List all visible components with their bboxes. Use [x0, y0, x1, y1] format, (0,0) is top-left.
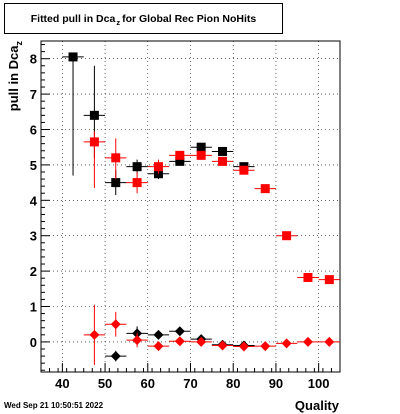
- y-axis-title: pull in Dcaz: [6, 41, 24, 112]
- y-tick-label: 8: [30, 52, 37, 67]
- data-point: [126, 333, 148, 348]
- data-point: [105, 311, 127, 337]
- square-marker: [303, 272, 313, 282]
- x-axis-title: Quality: [295, 398, 340, 413]
- y-tick-label: 1: [30, 300, 37, 315]
- series-1: [83, 131, 340, 285]
- square-marker: [153, 162, 163, 172]
- square-marker: [175, 156, 185, 166]
- square-marker: [324, 275, 334, 285]
- diamond-marker: [281, 338, 292, 349]
- diamond-marker: [110, 351, 121, 362]
- data-point: [169, 336, 191, 347]
- y-tick-label: 5: [30, 158, 37, 173]
- data-point: [211, 156, 234, 166]
- data-point: [318, 275, 340, 285]
- y-tick-label: 0: [30, 335, 37, 350]
- diamond-marker: [174, 326, 185, 337]
- diamond-marker: [260, 341, 271, 352]
- data-point: [318, 336, 340, 347]
- y-axis-title-subscript: z: [14, 41, 24, 46]
- chart-title-prefix: Fitted pull in Dca: [30, 13, 116, 25]
- series-3: [83, 304, 340, 365]
- square-marker: [218, 156, 228, 166]
- data-point: [233, 341, 255, 352]
- y-axis-title-main: pull in Dca: [6, 45, 21, 112]
- data-point: [83, 131, 106, 188]
- data-point: [190, 150, 212, 160]
- data-point: [190, 336, 212, 347]
- diamond-marker: [324, 336, 335, 347]
- data-point: [254, 341, 276, 352]
- diamond-marker: [153, 329, 164, 340]
- square-marker: [196, 150, 206, 160]
- x-tick-label: 80: [226, 376, 240, 391]
- plot-frame: [40, 40, 341, 373]
- data-point: [233, 165, 255, 175]
- data-point: [275, 338, 298, 349]
- diamond-marker: [89, 329, 100, 340]
- data-point: [190, 142, 212, 152]
- square-marker: [89, 110, 99, 120]
- data-point: [147, 329, 170, 340]
- y-tick-label: 7: [30, 87, 37, 102]
- x-tick-label: 40: [55, 376, 69, 391]
- square-marker: [218, 146, 228, 156]
- y-tick-label: 4: [30, 193, 38, 208]
- y-tick-label: 3: [30, 229, 37, 244]
- x-tick-label: 50: [98, 376, 112, 391]
- data-point: [275, 231, 298, 241]
- square-marker: [132, 178, 142, 188]
- y-tick-label: 2: [30, 264, 37, 279]
- diamond-marker: [110, 319, 121, 330]
- diamond-marker: [217, 340, 228, 351]
- x-tick-label: 100: [308, 376, 330, 391]
- chart-title-box: Fitted pull in Dcaz for Global Rec Pion N…: [4, 3, 283, 34]
- square-marker: [132, 162, 142, 172]
- chart-title-subscript: z: [116, 18, 121, 27]
- grid-layer: [41, 41, 340, 372]
- data-point: [147, 159, 170, 174]
- diamond-marker: [174, 336, 185, 347]
- data-point: [211, 146, 234, 156]
- x-tick-label: 60: [141, 376, 155, 391]
- data-point: [126, 159, 148, 174]
- chart-title: Fitted pull in Dcaz for Global Rec Pion N…: [5, 13, 282, 27]
- data-point: [297, 336, 319, 347]
- y-tick-label: 6: [30, 123, 37, 138]
- chart-title-suffix: for Global Rec Pion NoHits: [122, 13, 257, 25]
- timestamp: Wed Sep 21 10:50:51 2022: [4, 401, 104, 410]
- data-point: [169, 326, 191, 337]
- square-marker: [89, 137, 99, 147]
- x-tick-label: 70: [183, 376, 197, 391]
- square-marker: [282, 231, 292, 241]
- data-point: [62, 52, 84, 176]
- data-point: [211, 340, 234, 351]
- data-point: [105, 350, 127, 362]
- square-marker: [175, 150, 185, 160]
- square-marker: [260, 184, 270, 194]
- data-point: [147, 341, 170, 352]
- square-marker: [239, 165, 249, 175]
- x-tick-label: 90: [269, 376, 283, 391]
- diamond-marker: [302, 336, 313, 347]
- diamond-marker: [132, 335, 143, 346]
- data-point: [169, 150, 191, 160]
- data-point: [297, 272, 319, 282]
- data-point: [105, 138, 127, 180]
- square-marker: [196, 142, 206, 152]
- diamond-marker: [196, 336, 207, 347]
- tick-layer: 0 1 2 3 4 5 6 7 8 40 50 60 70 80 90 100: [30, 44, 341, 391]
- square-marker: [68, 52, 78, 62]
- data-point: [254, 184, 276, 194]
- diamond-marker: [238, 341, 249, 352]
- square-marker: [111, 153, 121, 163]
- diamond-marker: [153, 341, 164, 352]
- square-marker: [111, 178, 121, 188]
- data-point: [126, 171, 148, 194]
- data-layer: [62, 52, 340, 365]
- data-point: [83, 304, 106, 365]
